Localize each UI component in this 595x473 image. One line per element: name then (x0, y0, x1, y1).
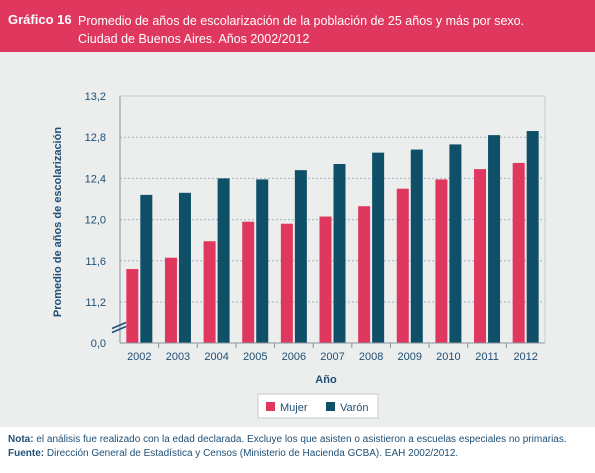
bars (126, 131, 539, 343)
x-tick-label: 2008 (359, 351, 383, 363)
bar-mujer (319, 216, 332, 343)
bar-mujer (242, 221, 255, 343)
axis-break-mark (111, 325, 127, 334)
chart-notes: Nota: el análisis fue realizado con la e… (8, 433, 593, 460)
nota-text: el análisis fue realizado con la edad de… (33, 434, 567, 445)
bar-mujer (126, 269, 139, 343)
legend-swatch-mujer (266, 402, 275, 411)
bar-mujer (474, 169, 487, 343)
chart-panel: 0,0 11,2 11,6 12,0 12,4 12,8 13,2 2002 2003 2004… (0, 52, 595, 427)
x-axis-label: Año (315, 374, 337, 386)
fuente-text: Dirección General de Estadística y Censo… (44, 447, 459, 459)
y-tick-label: 0,0 (91, 338, 106, 350)
bar-varon (333, 163, 346, 343)
x-tick-label: 2006 (282, 351, 306, 363)
bar-mujer (358, 206, 371, 343)
axis-break-mark (111, 321, 127, 330)
bar-varon (449, 144, 462, 343)
y-tick-label: 13,2 (85, 91, 106, 103)
chart-title-line-1: Promedio de años de escolarización de la… (78, 14, 525, 28)
x-tick-label: 2010 (436, 351, 460, 363)
x-tick-label: 2009 (398, 351, 422, 363)
chart-title: Promedio de años de escolarización de la… (78, 12, 578, 48)
bar-mujer (512, 162, 525, 343)
x-tick-labels: 2002 2003 2004 2005 2006 2007 2008 2009 2010 2011… (127, 351, 538, 363)
legend-swatch-varon (326, 402, 335, 411)
y-axis-label: Promedio de años de escolarización (52, 127, 64, 317)
bar-varon (526, 131, 539, 343)
bar-mujer (164, 257, 177, 343)
chart-title-line-2: Ciudad de Buenos Aires. Años 2002/2012 (78, 32, 310, 46)
bar-chart: 0,0 11,2 11,6 12,0 12,4 12,8 13,2 2002 2003 2004… (52, 91, 546, 419)
legend-label-mujer: Mujer (280, 402, 308, 414)
x-tick-label: 2005 (243, 351, 267, 363)
y-tick-label: 11,6 (85, 256, 106, 268)
fuente-label: Fuente: (8, 447, 45, 459)
bar-mujer (203, 241, 216, 343)
y-tick-label: 12,0 (85, 215, 106, 227)
bar-varon (217, 178, 230, 343)
legend-box (257, 393, 379, 419)
y-tick-label: 11,2 (85, 297, 106, 309)
bar-mujer (435, 179, 448, 343)
legend: Mujer Varón (257, 393, 379, 419)
x-tick-label: 2011 (475, 351, 499, 363)
legend-label-varon: Varón (340, 402, 369, 414)
nota-line: Nota: el análisis fue realizado con la e… (8, 433, 593, 447)
bar-mujer (280, 223, 293, 343)
axes (111, 95, 546, 348)
bar-varon (140, 194, 153, 343)
bar-varon (410, 149, 423, 343)
nota-label: Nota: (8, 434, 34, 445)
bar-varon (372, 152, 385, 343)
x-tick-label: 2007 (320, 351, 344, 363)
bar-mujer (396, 188, 409, 343)
x-tick-label: 2004 (204, 351, 228, 363)
x-tick-label: 2012 (513, 351, 537, 363)
y-tick-label: 12,8 (85, 132, 106, 144)
bar-varon (294, 170, 307, 343)
bar-varon (488, 135, 501, 343)
x-tick-label: 2002 (127, 351, 151, 363)
y-tick-label: 12,4 (85, 173, 106, 185)
chart-header: Gráfico 16 Promedio de años de escolariz… (0, 0, 595, 52)
chart-number-label: Gráfico 16 (8, 12, 72, 27)
x-tick-label: 2003 (166, 351, 190, 363)
bar-varon (256, 179, 269, 343)
fuente-line: Fuente: Dirección General de Estadística… (8, 447, 593, 461)
y-tick-labels: 0,0 11,2 11,6 12,0 12,4 12,8 13,2 (85, 91, 106, 350)
bar-varon (178, 192, 191, 343)
